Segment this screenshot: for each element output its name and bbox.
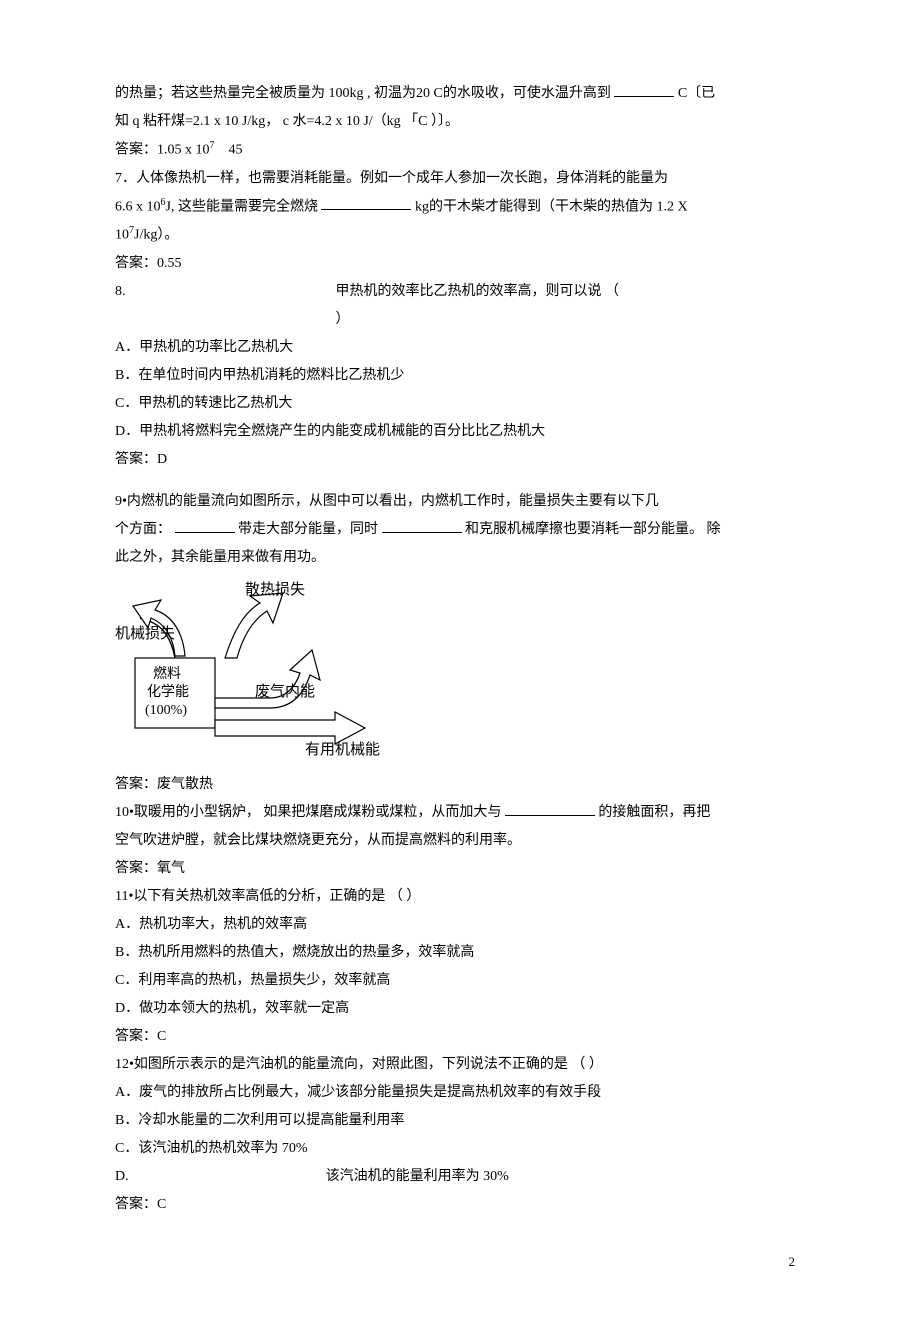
q9-blank2 (382, 518, 462, 533)
q9-l2-c: 和克服机械摩擦也要消耗一部分能量。 除 (465, 522, 721, 537)
q11-opt-b: B．热机所用燃料的热值大，燃烧放出的热量多，效率就高 (115, 939, 805, 967)
q12-d-num: D. (115, 1169, 129, 1184)
page-number: 2 (115, 1249, 805, 1275)
q12-opt-c: C．该汽油机的热机效率为 70% (115, 1135, 805, 1163)
q10-blank (505, 801, 595, 816)
diagram-heat-loss-label: 散热损失 (245, 581, 305, 598)
q7-line2: 6.6 x 106J, 这些能量需要完全燃烧 kg的干木柴才能得到（干木柴的热值… (115, 193, 805, 222)
q12-answer: 答案：C (115, 1191, 805, 1219)
q7-line1: 7．人体像热机一样，也需要消耗能量。例如一个成年人参加一次长跑，身体消耗的能量为 (115, 165, 805, 193)
document-page: 的热量；若这些热量完全被质量为 100kg , 初温为20 C的水吸收，可使水温… (0, 0, 920, 1335)
q9-line2: 个方面： 带走大部分能量，同时 和克服机械摩擦也要消耗一部分能量。 除 (115, 516, 805, 544)
diagram-pct-label: (100%) (145, 703, 187, 718)
q7-answer: 答案：0.55 (115, 250, 805, 278)
q10-l1-b: 的接触面积，再把 (598, 805, 710, 820)
q6-line2: 知 q 粘秆煤=2.1 x 10 J/kg， c 水=4.2 x 10 J/（k… (115, 108, 805, 136)
q8-stem: 甲热机的效率比乙热机的效率高，则可以说 （ (126, 278, 806, 306)
q12-opt-a: A．废气的排放所占比例最大，减少该部分能量损失是提高热机效率的有效手段 (115, 1079, 805, 1107)
q7-l2-a: 6.6 x 10 (115, 199, 161, 214)
q9-answer: 答案：废气散热 (115, 771, 805, 799)
diagram-fuel-label: 燃料 (153, 665, 181, 682)
q6-blank1 (614, 82, 674, 97)
q9-l2-a: 个方面： (115, 522, 171, 537)
q7-l2-b: J, 这些能量需要完全燃烧 (166, 199, 318, 214)
q11-answer: 答案：C (115, 1023, 805, 1051)
q9-line1: 9•内燃机的能量流向如图所示，从图中可以看出，内燃机工作时，能量损失主要有以下几 (115, 488, 805, 516)
q10-line1: 10•取暖用的小型锅炉， 如果把煤磨成煤粉或煤粒，从而加大与 的接触面积，再把 (115, 799, 805, 827)
q10-l1-a: 10•取暖用的小型锅炉， 如果把煤磨成煤粉或煤粒，从而加大与 (115, 805, 501, 820)
q11-stem: 11•以下有关热机效率高低的分析，正确的是 （ ） (115, 883, 805, 911)
q7-blank (321, 195, 411, 210)
q8-opt-c: C．甲热机的转速比乙热机大 (115, 390, 805, 418)
q12-opt-d: D. 该汽油机的能量利用率为 30% (115, 1163, 805, 1191)
diagram-useful-label: 有用机械能 (305, 741, 380, 758)
q6-line1: 的热量；若这些热量完全被质量为 100kg , 初温为20 C的水吸收，可使水温… (115, 80, 805, 108)
q10-answer: 答案：氧气 (115, 855, 805, 883)
q6-ans-a: 答案：1.05 x 10 (115, 143, 210, 158)
q9-line3: 此之外，其余能量用来做有用功。 (115, 544, 805, 572)
q6-line1-a: 的热量；若这些热量完全被质量为 100kg , 初温为20 C的水吸收，可使水温… (115, 86, 611, 101)
diagram-chem-label: 化学能 (147, 684, 189, 700)
q7-l3-a: 10 (115, 228, 129, 243)
q11-opt-c: C．利用率高的热机，热量损失少，效率就高 (115, 967, 805, 995)
q6-answer: 答案：1.05 x 107 45 (115, 136, 805, 165)
q6-line1-b: C〔已 (678, 86, 715, 101)
q12-opt-b: B．冷却水能量的二次利用可以提高能量利用率 (115, 1107, 805, 1135)
q6-ans-b: 45 (215, 143, 243, 158)
q11-opt-a: A．热机功率大，热机的效率高 (115, 911, 805, 939)
q7-line3: 107J/kg）。 (115, 221, 805, 250)
q12-d-txt: 该汽油机的能量利用率为 30% (326, 1169, 509, 1184)
q8-answer: 答案：D (115, 446, 805, 474)
q8-opt-a: A．甲热机的功率比乙热机大 (115, 334, 805, 362)
energy-flow-diagram: 燃料 化学能 (100%) 机械损失 散热损失 废气内能 有用机械能 (115, 578, 805, 769)
q9-blank1 (175, 518, 235, 533)
q8-opt-b: B．在单位时间内甲热机消耗的燃料比乙热机少 (115, 362, 805, 390)
q11-opt-d: D．做功本领大的热机，效率就一定高 (115, 995, 805, 1023)
q8-num: 8. (115, 278, 126, 306)
q8-stem-row: 8. 甲热机的效率比乙热机的效率高，则可以说 （ ） (115, 278, 805, 334)
q8-stem2: ） (126, 306, 806, 334)
diagram-mech-loss-label: 机械损失 (115, 625, 175, 642)
diagram-waste-label: 废气内能 (255, 683, 315, 700)
q9-l2-b: 带走大部分能量，同时 (238, 522, 378, 537)
q12-stem: 12•如图所示表示的是汽油机的能量流向，对照此图，下列说法不正确的是 （ ） (115, 1051, 805, 1079)
q10-line2: 空气吹进炉膛，就会比煤块燃烧更充分，从而提高燃料的利用率。 (115, 827, 805, 855)
q7-l3-b: J/kg）。 (134, 228, 178, 243)
q7-l2-c: kg的干木柴才能得到（干木柴的热值为 1.2 X (415, 199, 688, 214)
q8-opt-d: D．甲热机将燃料完全燃烧产生的内能变成机械能的百分比比乙热机大 (115, 418, 805, 446)
